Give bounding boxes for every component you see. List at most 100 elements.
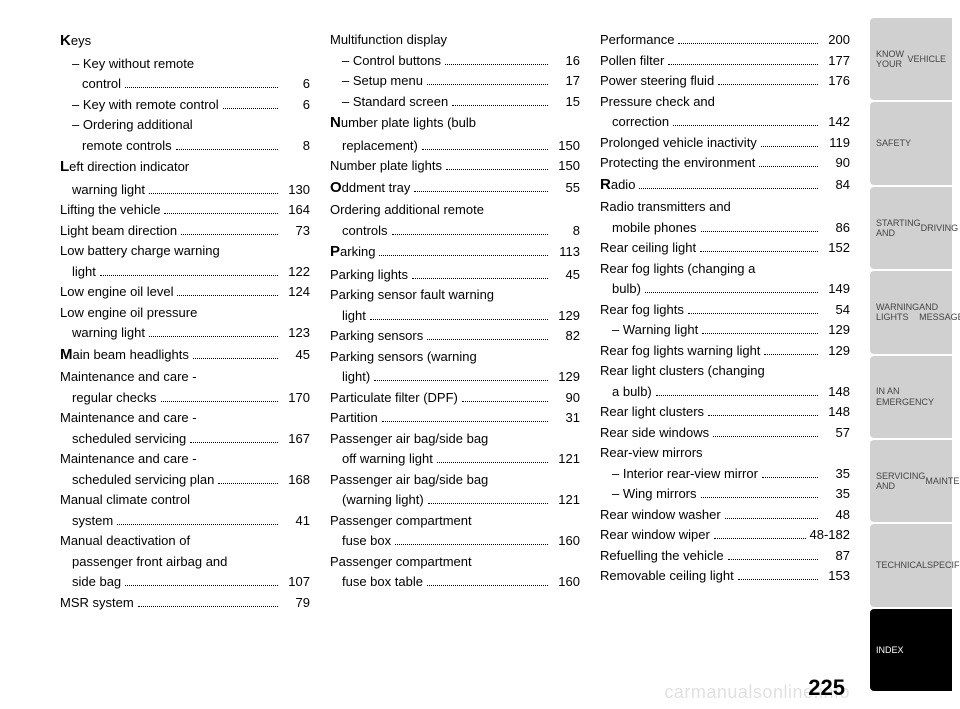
index-entry: Ordering additional remote [330, 200, 580, 220]
index-label: a bulb) [612, 382, 652, 402]
index-entry: – Control buttons16 [330, 51, 580, 71]
index-entry: Radio transmitters and [600, 197, 850, 217]
index-label: warning light [72, 323, 145, 343]
leader-dots [428, 503, 548, 504]
page-ref: 164 [282, 200, 310, 220]
index-label: Maintenance and care - [60, 367, 197, 387]
page-ref: 15 [552, 92, 580, 112]
index-entry: Passenger compartment [330, 511, 580, 531]
index-entry: Passenger air bag/side bag [330, 429, 580, 449]
leader-dots [714, 538, 806, 539]
page-ref: 84 [822, 175, 850, 195]
index-entry: remote controls8 [60, 136, 310, 156]
index-entry: Maintenance and care - [60, 408, 310, 428]
index-label: Rear light clusters [600, 402, 704, 422]
sidebar-tab[interactable]: SAFETY [870, 102, 952, 184]
index-entry: Parking lights45 [330, 265, 580, 285]
index-entry: Low battery charge warning [60, 241, 310, 261]
index-entry: replacement)150 [330, 136, 580, 156]
index-label: – Wing mirrors [612, 484, 697, 504]
leader-dots [701, 497, 818, 498]
index-entry: – Wing mirrors35 [600, 484, 850, 504]
sidebar-tab[interactable]: TECHNICALSPECIFICATIONS [870, 524, 952, 606]
leader-dots [725, 518, 818, 519]
index-entry: light)129 [330, 367, 580, 387]
index-label: Prolonged vehicle inactivity [600, 133, 757, 153]
index-entry: Rear-view mirrors [600, 443, 850, 463]
watermark: carmanualsonline.info [664, 682, 850, 703]
page-ref: 17 [552, 71, 580, 91]
index-column-2: Multifunction display– Control buttons16… [330, 30, 580, 699]
leader-dots [701, 231, 818, 232]
index-label: Number plate lights [330, 156, 442, 176]
sidebar-tab[interactable]: WARNING LIGHTSAND MESSAGES [870, 271, 952, 353]
index-entry: Main beam headlights45 [60, 344, 310, 367]
sidebar-tab[interactable]: STARTING ANDDRIVING [870, 187, 952, 269]
sidebar-tab[interactable]: IN AN EMERGENCY [870, 356, 952, 438]
index-column-1: Keys– Key without remotecontrol6– Key wi… [60, 30, 310, 699]
page-ref: 148 [822, 382, 850, 402]
index-label: off warning light [342, 449, 433, 469]
leader-dots [668, 64, 818, 65]
leader-dots [193, 358, 278, 359]
sidebar-tabs: KNOW YOURVEHICLE SAFETY STARTING ANDDRIVIN… [870, 0, 960, 709]
index-label: Rear fog lights (changing a [600, 259, 755, 279]
index-column-3: Performance200Pollen filter177Power stee… [600, 30, 850, 699]
index-label: Power steering fluid [600, 71, 714, 91]
index-entry: regular checks170 [60, 388, 310, 408]
page-ref: 16 [552, 51, 580, 71]
index-entry: bulb)149 [600, 279, 850, 299]
index-entry: Performance200 [600, 30, 850, 50]
leader-dots [437, 462, 548, 463]
index-label: Rear window wiper [600, 525, 710, 545]
index-label: Ordering additional remote [330, 200, 484, 220]
page-ref: 55 [552, 178, 580, 198]
sidebar-tab[interactable]: INDEX [870, 609, 952, 691]
page-ref: 113 [552, 242, 580, 262]
index-entry: Left direction indicator [60, 156, 310, 179]
leader-dots [138, 606, 278, 607]
tab-label-line: VEHICLE [907, 54, 946, 64]
index-entry: Passenger compartment [330, 552, 580, 572]
page-ref: 124 [282, 282, 310, 302]
index-entry: Parking113 [330, 241, 580, 264]
page-ref: 129 [552, 367, 580, 387]
index-label: Protecting the environment [600, 153, 755, 173]
index-entry: Rear light clusters (changing [600, 361, 850, 381]
index-label: Rear-view mirrors [600, 443, 703, 463]
index-entry: Prolonged vehicle inactivity119 [600, 133, 850, 153]
sidebar-tab[interactable]: KNOW YOURVEHICLE [870, 18, 952, 100]
index-entry: Manual climate control [60, 490, 310, 510]
page-ref: 149 [822, 279, 850, 299]
leader-dots [161, 401, 278, 402]
index-label: – Warning light [612, 320, 698, 340]
index-label: Refuelling the vehicle [600, 546, 724, 566]
index-label: system [72, 511, 113, 531]
index-label: remote controls [82, 136, 172, 156]
index-entry: warning light123 [60, 323, 310, 343]
leader-dots [708, 415, 818, 416]
leader-dots [177, 295, 278, 296]
index-entry: Refuelling the vehicle87 [600, 546, 850, 566]
index-label: Rear side windows [600, 423, 709, 443]
index-entry: Low engine oil level 124 [60, 282, 310, 302]
leader-dots [713, 436, 818, 437]
tab-label-line: TECHNICAL [876, 560, 927, 570]
page-ref: 150 [552, 136, 580, 156]
index-entry: Radio84 [600, 174, 850, 197]
sidebar-tab[interactable]: SERVICING ANDMAINTENANCE [870, 440, 952, 522]
index-entry: Rear fog lights54 [600, 300, 850, 320]
leader-dots [728, 559, 818, 560]
leader-dots [218, 483, 278, 484]
index-entry: – Interior rear-view mirror35 [600, 464, 850, 484]
leader-dots [446, 169, 548, 170]
index-label: light [72, 262, 96, 282]
index-label: – Standard screen [342, 92, 448, 112]
index-label: Rear light clusters (changing [600, 361, 765, 381]
tab-label-line: SAFETY [876, 138, 911, 148]
index-entry: Power steering fluid176 [600, 71, 850, 91]
page-ref: 90 [552, 388, 580, 408]
index-entry: Parking sensors (warning [330, 347, 580, 367]
index-label: Low engine oil level [60, 282, 173, 302]
leader-dots [181, 234, 278, 235]
